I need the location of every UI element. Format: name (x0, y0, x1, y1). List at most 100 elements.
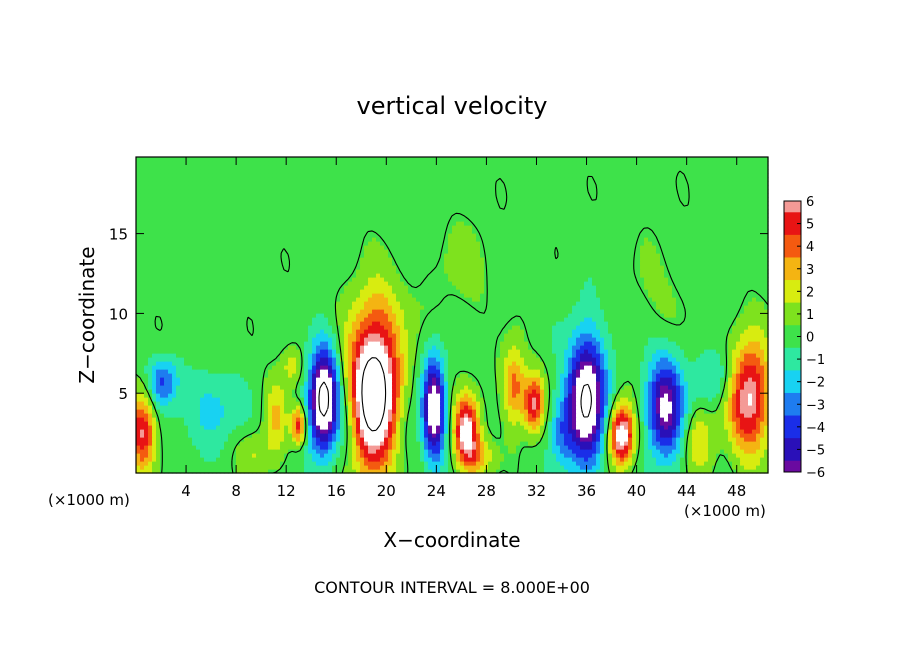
heatmap-cell (568, 393, 573, 398)
heatmap-cell (268, 385, 273, 390)
heatmap-cell (316, 429, 321, 434)
heatmap-cell (416, 425, 421, 430)
heatmap-cell (184, 349, 189, 354)
heatmap-cell (584, 401, 589, 406)
heatmap-cell (228, 449, 233, 454)
heatmap-cell (424, 377, 429, 382)
heatmap-cell (292, 373, 297, 378)
heatmap-cell (576, 425, 581, 430)
heatmap-cell (580, 417, 585, 422)
heatmap-cell (424, 381, 429, 386)
heatmap-cell (480, 429, 485, 434)
heatmap-cell (660, 369, 665, 374)
heatmap-cell (524, 365, 529, 370)
heatmap-cell (620, 357, 625, 362)
heatmap-cell (140, 381, 145, 386)
heatmap-cell (352, 445, 357, 450)
heatmap-cell (180, 405, 185, 410)
heatmap-cell (296, 373, 301, 378)
heatmap-cell (576, 457, 581, 462)
heatmap-cell (332, 449, 337, 454)
heatmap-cell (764, 365, 769, 370)
heatmap-cell (476, 405, 481, 410)
heatmap-cell (288, 449, 293, 454)
heatmap-cell (468, 421, 473, 426)
heatmap-cell (704, 349, 709, 354)
heatmap-cell (488, 433, 493, 438)
heatmap-cell (692, 417, 697, 422)
heatmap-cell (624, 425, 629, 430)
heatmap-cell (504, 365, 509, 370)
heatmap-cell (216, 429, 221, 434)
heatmap-cell (684, 373, 689, 378)
heatmap-cell (640, 393, 645, 398)
heatmap-cell (732, 445, 737, 450)
heatmap-cell (352, 353, 357, 358)
heatmap-cell (408, 393, 413, 398)
heatmap-cell (168, 437, 173, 442)
heatmap-cell (760, 437, 765, 442)
heatmap-cell (348, 369, 353, 374)
heatmap-cell (644, 393, 649, 398)
heatmap-cell (636, 369, 641, 374)
heatmap-cell (612, 457, 617, 462)
heatmap-cell (400, 457, 405, 462)
heatmap-cell (732, 393, 737, 398)
heatmap-cell (240, 393, 245, 398)
heatmap-cell (560, 417, 565, 422)
heatmap-cell (752, 417, 757, 422)
heatmap-cell (420, 441, 425, 446)
heatmap-cell (748, 449, 753, 454)
heatmap-cell (676, 365, 681, 370)
heatmap-cell (316, 369, 321, 374)
heatmap-cell (452, 433, 457, 438)
heatmap-cell (540, 417, 545, 422)
heatmap-cell (336, 397, 341, 402)
heatmap-cell (284, 425, 289, 430)
heatmap-cell (636, 417, 641, 422)
heatmap-cell (396, 429, 401, 434)
heatmap-cell (672, 349, 677, 354)
heatmap-cell (708, 377, 713, 382)
heatmap-cell (708, 429, 713, 434)
heatmap-cell (288, 349, 293, 354)
heatmap-cell (156, 385, 161, 390)
heatmap-cell (752, 385, 757, 390)
heatmap-cell (444, 369, 449, 374)
heatmap-cell (764, 409, 769, 414)
heatmap-cell (692, 381, 697, 386)
heatmap-cell (412, 465, 417, 470)
heatmap-cell (328, 465, 333, 470)
heatmap-cell (520, 345, 525, 350)
heatmap-cell (416, 433, 421, 438)
heatmap-cell (168, 449, 173, 454)
heatmap-cell (260, 457, 265, 462)
heatmap-cell (292, 465, 297, 470)
heatmap-cell (392, 357, 397, 362)
heatmap-cell (308, 373, 313, 378)
heatmap-cell (204, 457, 209, 462)
heatmap-cell (196, 369, 201, 374)
heatmap-cell (332, 453, 337, 458)
heatmap-cell (556, 385, 561, 390)
heatmap-cell (224, 429, 229, 434)
heatmap-cell (520, 405, 525, 410)
heatmap-cell (268, 373, 273, 378)
heatmap-cell (464, 429, 469, 434)
heatmap-cell (536, 449, 541, 454)
heatmap-cell (512, 405, 517, 410)
heatmap-cell (360, 449, 365, 454)
heatmap-cell (648, 369, 653, 374)
heatmap-cell (628, 445, 633, 450)
heatmap-cell (540, 353, 545, 358)
heatmap-cell (492, 381, 497, 386)
heatmap-cell (416, 465, 421, 470)
heatmap-cell (400, 405, 405, 410)
heatmap-cell (388, 405, 393, 410)
heatmap-cell (740, 349, 745, 354)
heatmap-cell (480, 405, 485, 410)
heatmap-cell (276, 381, 281, 386)
heatmap-cell (312, 401, 317, 406)
heatmap-cell (488, 361, 493, 366)
heatmap-cell (472, 381, 477, 386)
